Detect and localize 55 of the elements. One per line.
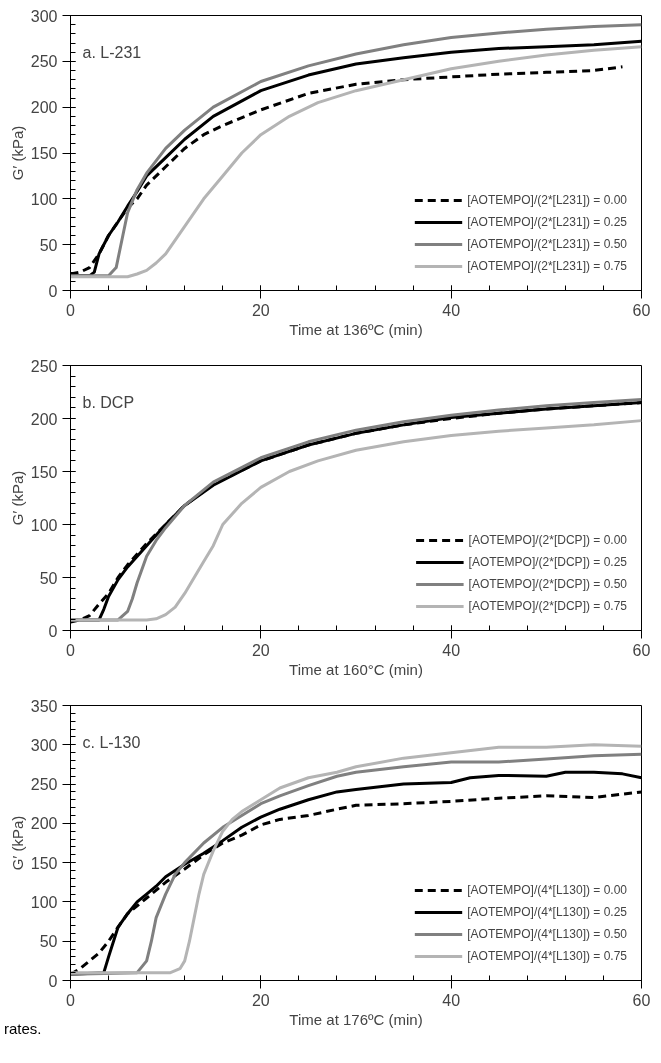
legend-label: [AOTEMPO]/(2*[DCP]) = 0.75	[468, 599, 627, 613]
y-tick-label: 150	[30, 463, 58, 481]
x-axis-title: Time at 160°C (min)	[289, 660, 423, 678]
x-tick-label: 60	[632, 301, 651, 319]
text: rates.	[4, 1019, 42, 1039]
annotation: a. L-231	[82, 43, 142, 61]
x-tick-label: 40	[442, 301, 461, 319]
y-tick-label: 350	[30, 697, 58, 715]
y-tick-label: 50	[39, 236, 58, 254]
legend-label: [AOTEMPO]/(2*[L231]) = 0.00	[467, 193, 627, 207]
legend-label: [AOTEMPO]/(4*[L130]) = 0.00	[467, 883, 627, 897]
y-tick-label: 100	[30, 516, 58, 534]
legend-label: [AOTEMPO]/(2*[DCP]) = 0.00	[468, 533, 627, 547]
y-tick-label: 250	[30, 53, 58, 71]
x-tick-label: 20	[251, 641, 270, 659]
legend-label: [AOTEMPO]/(2*[DCP]) = 0.25	[468, 555, 627, 569]
annotation: b. DCP	[82, 393, 135, 411]
y-axis-title: G′ (kPa)	[8, 125, 26, 181]
y-tick-label: 50	[39, 569, 58, 587]
legend-label: [AOTEMPO]/(2*[L231]) = 0.75	[467, 259, 627, 273]
y-tick-label: 0	[48, 282, 58, 300]
x-tick-label: 0	[66, 991, 76, 1009]
y-tick-label: 300	[30, 736, 58, 754]
y-tick-label: 150	[30, 854, 58, 872]
y-tick-label: 300	[30, 7, 58, 25]
legend-label: [AOTEMPO]/(2*[L231]) = 0.50	[467, 237, 627, 251]
y-tick-label: 0	[48, 622, 58, 640]
x-tick-label: 20	[251, 301, 270, 319]
y-tick-label: 200	[30, 815, 58, 833]
y-tick-label: 250	[30, 776, 58, 794]
x-tick-label: 0	[66, 301, 76, 319]
y-axis-title: G′ (kPa)	[8, 470, 26, 526]
y-tick-label: 100	[30, 893, 58, 911]
y-tick-label: 200	[30, 410, 58, 428]
x-tick-label: 60	[632, 641, 651, 659]
y-tick-label: 200	[30, 99, 58, 117]
annotation: c. L-130	[82, 733, 141, 751]
legend-label: [AOTEMPO]/(4*[L130]) = 0.50	[467, 927, 627, 941]
x-axis-title: Time at 136ºC (min)	[289, 320, 423, 338]
legend-label: [AOTEMPO]/(2*[DCP]) = 0.50	[468, 577, 627, 591]
y-tick-label: 0	[48, 972, 58, 990]
x-tick-label: 60	[632, 991, 651, 1009]
legend-label: [AOTEMPO]/(4*[L130]) = 0.75	[467, 949, 627, 963]
x-tick-label: 0	[66, 641, 76, 659]
y-axis-title: G′ (kPa)	[8, 815, 26, 871]
x-tick-label: 40	[442, 991, 461, 1009]
y-tick-label: 100	[30, 190, 58, 208]
x-tick-label: 40	[442, 641, 461, 659]
y-tick-label: 250	[30, 357, 58, 375]
legend-label: [AOTEMPO]/(4*[L130]) = 0.25	[467, 905, 627, 919]
legend-label: [AOTEMPO]/(2*[L231]) = 0.25	[467, 215, 627, 229]
y-tick-label: 50	[39, 933, 58, 951]
y-tick-label: 150	[30, 145, 58, 162]
x-tick-label: 20	[251, 991, 270, 1009]
x-axis-title: Time at 176ºC (min)	[289, 1010, 423, 1028]
